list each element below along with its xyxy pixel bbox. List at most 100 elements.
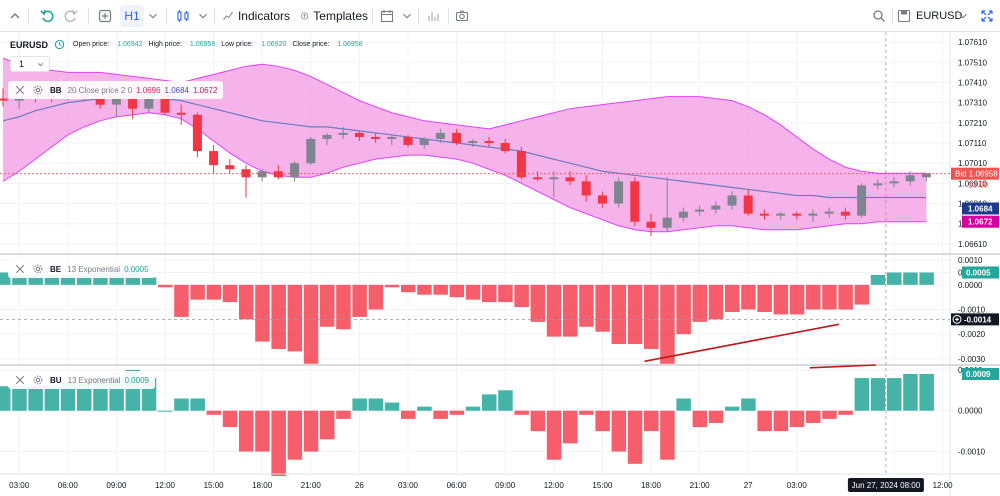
chart-canvas[interactable]: 1.07610 1.07510 1.07410 1.07310 1.07210 1.071… — [0, 32, 1000, 496]
candle-body — [873, 183, 883, 186]
close-icon[interactable] — [14, 263, 26, 275]
be-histogram-bar — [579, 284, 594, 327]
bu-histogram-bar — [692, 410, 708, 428]
time-tick-label: 06:00 — [58, 481, 79, 490]
bu-histogram-bar — [28, 386, 43, 411]
candle-body — [419, 138, 429, 146]
price-tick-label: 1.07210 — [958, 119, 987, 128]
multiplier-select[interactable]: 1 — [10, 56, 50, 72]
candle-body — [711, 205, 721, 210]
be-histogram-bar — [222, 284, 238, 303]
indicators-button[interactable]: Indicators — [222, 0, 290, 32]
be-tick-label: -0.0030 — [958, 355, 986, 364]
crosshair-price-tag-bg — [951, 313, 999, 326]
chevron-down-icon[interactable] — [956, 0, 970, 32]
time-tick-label: 12:00 — [544, 481, 565, 490]
bb-legend: BB 20 Close price 2 0 1.0696 1.0684 1.06… — [8, 81, 224, 99]
trend-line — [809, 364, 877, 369]
close-icon[interactable] — [14, 84, 26, 96]
gear-icon[interactable] — [32, 263, 44, 275]
candle-body — [452, 132, 462, 143]
be-value: 0.0005 — [124, 264, 149, 274]
templates-button[interactable]: Templates — [300, 0, 368, 32]
be-histogram-bar — [919, 272, 934, 285]
be-histogram-bar — [433, 284, 448, 295]
price-tick-label: 1.07510 — [958, 58, 987, 67]
be-histogram-bar — [838, 284, 853, 310]
candle-body — [192, 114, 202, 152]
candle-body — [176, 112, 186, 115]
be-histogram-bar — [12, 274, 27, 285]
bu-histogram-bar — [0, 386, 11, 411]
plus-icon-cross — [955, 317, 959, 322]
camera-icon[interactable] — [452, 0, 472, 32]
be-histogram-bar — [708, 284, 724, 320]
gear-icon[interactable] — [32, 84, 44, 96]
be-histogram-bar — [271, 284, 286, 349]
candle-body — [808, 213, 818, 216]
bu-histogram-bar — [44, 386, 60, 411]
candle-body — [630, 181, 640, 222]
time-tick-label: 12:00 — [155, 481, 176, 490]
high-label: High price: — [148, 41, 182, 48]
chart-area[interactable]: 1.07610 1.07510 1.07410 1.07310 1.07210 1.071… — [0, 32, 1000, 496]
symbol-label: EURUSD — [916, 10, 963, 22]
clock-icon — [54, 39, 65, 50]
chevron-down-icon[interactable] — [196, 0, 210, 32]
chevron-down-icon[interactable] — [146, 0, 160, 32]
chevron-down-icon[interactable] — [400, 0, 414, 32]
be-histogram-bar — [320, 284, 335, 327]
bollinger-lower-line — [2, 112, 927, 233]
bid-tag-label: Bid 1.06958 — [955, 170, 998, 179]
bu-histogram-bar — [530, 410, 546, 432]
be-histogram-bar — [449, 284, 465, 298]
bu-histogram-bar — [482, 394, 497, 411]
candle-body — [662, 217, 672, 228]
time-tick-label: 03:00 — [787, 481, 808, 490]
bu-histogram-bar — [336, 410, 351, 419]
spread-label: 13.00 — [968, 181, 989, 190]
bu-value-tag-bg — [962, 367, 999, 380]
candles-chart-type-icon[interactable] — [172, 0, 194, 32]
redo-icon[interactable] — [60, 0, 82, 32]
bu-histogram-bar — [60, 382, 76, 411]
candle-body — [792, 213, 802, 216]
be-params: 13 Exponential — [67, 264, 121, 274]
be-histogram-bar — [0, 272, 11, 285]
bu-histogram-bar — [465, 406, 481, 411]
bu-histogram-bar — [433, 410, 448, 419]
calendar-icon[interactable] — [378, 0, 396, 32]
candle-body — [695, 209, 705, 212]
high-value: 1.06958 — [189, 41, 216, 48]
chevron-up-icon[interactable] — [4, 0, 26, 32]
be-histogram-bar — [401, 284, 416, 293]
gear-icon[interactable] — [32, 374, 44, 386]
be-histogram-bar — [725, 284, 740, 312]
timeframe-button[interactable]: H1 — [120, 5, 144, 27]
add-symbol-icon[interactable] — [94, 0, 116, 32]
search-icon[interactable] — [868, 0, 890, 32]
close-label: Close price: — [292, 41, 330, 48]
candle-body — [371, 136, 381, 139]
close-icon[interactable] — [14, 374, 26, 386]
bar-chart-icon[interactable] — [424, 0, 444, 32]
undo-icon[interactable] — [36, 0, 58, 32]
be-histogram-bar — [287, 284, 303, 352]
symbol-selector[interactable]: EURUSD — [896, 0, 972, 32]
price-tick-label: 1.07010 — [958, 159, 987, 168]
be-histogram-bar — [595, 284, 610, 332]
chevron-down-icon — [37, 62, 44, 66]
candle-body — [776, 213, 786, 216]
bu-histogram-bar — [77, 382, 92, 411]
bu-histogram-bar — [546, 410, 562, 460]
bb-value-lower: 1.0672 — [192, 85, 218, 95]
fullscreen-icon[interactable] — [976, 0, 998, 32]
bb-lower-tag-bg — [962, 215, 999, 228]
candle-body — [257, 171, 267, 178]
bu-histogram-bar — [708, 410, 724, 423]
be-histogram-bar — [741, 284, 756, 310]
be-histogram-bar — [206, 284, 222, 300]
candle-body — [322, 134, 332, 139]
be-histogram-bar — [190, 284, 205, 300]
bu-value: 0.0009 — [124, 375, 149, 385]
